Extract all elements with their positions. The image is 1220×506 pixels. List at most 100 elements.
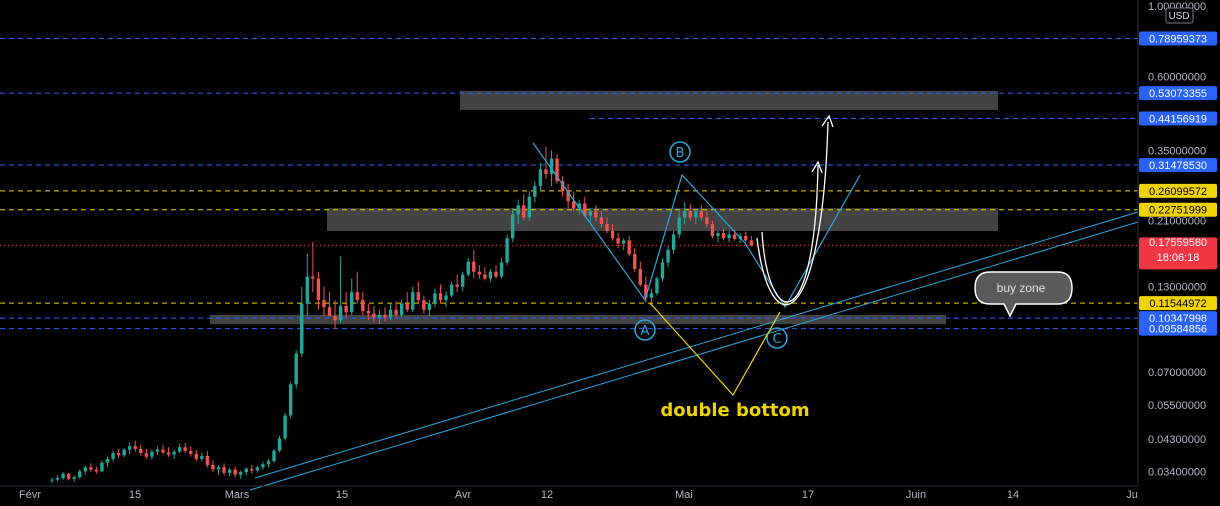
currency-badge[interactable]: USD (1165, 7, 1194, 24)
candle-body (216, 467, 221, 470)
candle-body (66, 473, 71, 479)
candle-body (560, 181, 565, 192)
candle-body (616, 238, 620, 244)
candle-body (405, 303, 409, 310)
price-tick: 0.03400000 (1148, 466, 1206, 478)
candle-body (427, 303, 432, 310)
candle-body (416, 292, 420, 301)
price-tick: 0.35000000 (1148, 145, 1206, 157)
candle-body (200, 455, 204, 459)
candle-body (727, 234, 731, 239)
price-tick: 0.05500000 (1148, 400, 1206, 412)
candle-body (677, 217, 681, 235)
candle-body (94, 469, 99, 472)
candle-body (655, 278, 659, 294)
price-line-label-bg (1139, 183, 1217, 198)
buy-zone-callout[interactable]: buy zone (974, 271, 1073, 318)
time-tick: 12 (541, 489, 553, 501)
buy-zone-label: buy zone (997, 281, 1046, 295)
candle-body (666, 249, 670, 263)
time-tick: Juin (906, 489, 926, 501)
candle-body (499, 262, 504, 277)
price-line-label-bg (1139, 311, 1217, 326)
candle-body (466, 261, 470, 275)
candle-body (744, 235, 748, 241)
candle-body (100, 462, 104, 472)
candle-body (660, 262, 665, 279)
price-line-label: 0.44156919 (1149, 113, 1207, 125)
time-tick: Ju (1126, 489, 1138, 501)
candle-body (649, 293, 654, 298)
last-price-value: 0.17559580 (1149, 237, 1207, 249)
candle-body (438, 293, 443, 301)
time-tick: 14 (1007, 489, 1019, 501)
candle-body (294, 353, 298, 385)
candle-body (344, 306, 348, 313)
projection-curve-inner (756, 121, 829, 306)
candle-body (388, 309, 393, 318)
price-line-label-bg (1139, 321, 1217, 336)
candle-body (516, 205, 520, 215)
candle-body (327, 307, 332, 317)
candle-body (205, 455, 210, 465)
candle-body (377, 314, 382, 318)
projection-arrows (756, 114, 834, 306)
candle-body (483, 274, 487, 279)
candle-body (638, 268, 642, 285)
currency-label: USD (1168, 11, 1189, 22)
candle-body (732, 234, 737, 239)
time-tick: 17 (802, 489, 814, 501)
candle-body (288, 384, 293, 416)
time-tick: Avr (455, 489, 472, 501)
point-b-circle (669, 141, 691, 163)
candle-body (139, 448, 143, 454)
candle-body (488, 271, 493, 279)
candle-body (83, 467, 87, 472)
candle-body (422, 300, 426, 310)
price-tick: 0.60000000 (1148, 71, 1206, 83)
candle-body (300, 303, 304, 354)
double-bottom-annotation: double bottom (649, 302, 810, 421)
candle-body (372, 313, 376, 318)
price-line-label-bg (1139, 111, 1217, 126)
time-tick: Mai (675, 489, 693, 501)
price-line-label-bg (1139, 296, 1217, 311)
candle-body (716, 233, 720, 236)
candle-body (566, 191, 570, 202)
candle-body (577, 203, 581, 209)
price-line-label: 0.53073355 (1149, 88, 1207, 100)
candle-body (411, 292, 415, 310)
candle-body (621, 240, 626, 244)
candle-body (239, 472, 243, 475)
candle-body (133, 446, 137, 449)
time-axis[interactable]: Févr 15 Mars 15 Avr 12 Mai 17 Juin 14 Ju (19, 489, 1138, 501)
projection-arrow-inner-head (821, 114, 834, 128)
candle-body (333, 316, 337, 321)
candle-body (266, 461, 271, 465)
time-tick: 15 (336, 489, 348, 501)
price-axis[interactable]: 1.000000000.600000000.350000000.21000000… (1148, 1, 1206, 478)
time-tick: 15 (129, 489, 141, 501)
double-bottom-lines (649, 302, 781, 397)
abc-pattern-path (532, 142, 861, 309)
horizontal-price-lines (0, 38, 1138, 330)
point-c-circle (766, 327, 788, 349)
candle-body (594, 211, 598, 218)
candle-body (322, 300, 326, 308)
candle-body (122, 449, 126, 456)
candle-body (721, 233, 726, 239)
candle-body (671, 234, 676, 250)
candle-body (510, 214, 515, 239)
candle-body (544, 169, 548, 174)
candle-body (461, 274, 465, 287)
candle-body (361, 300, 365, 311)
candle-body (477, 271, 482, 275)
candle-body (399, 303, 404, 315)
candle-body (177, 447, 182, 452)
price-line-label: 0.11544972 (1149, 298, 1206, 310)
candle-body (705, 217, 709, 225)
double-bottom-label: double bottom (660, 400, 809, 421)
price-tick: 0.04300000 (1148, 434, 1206, 446)
price-line-label: 0.31478530 (1149, 160, 1207, 172)
